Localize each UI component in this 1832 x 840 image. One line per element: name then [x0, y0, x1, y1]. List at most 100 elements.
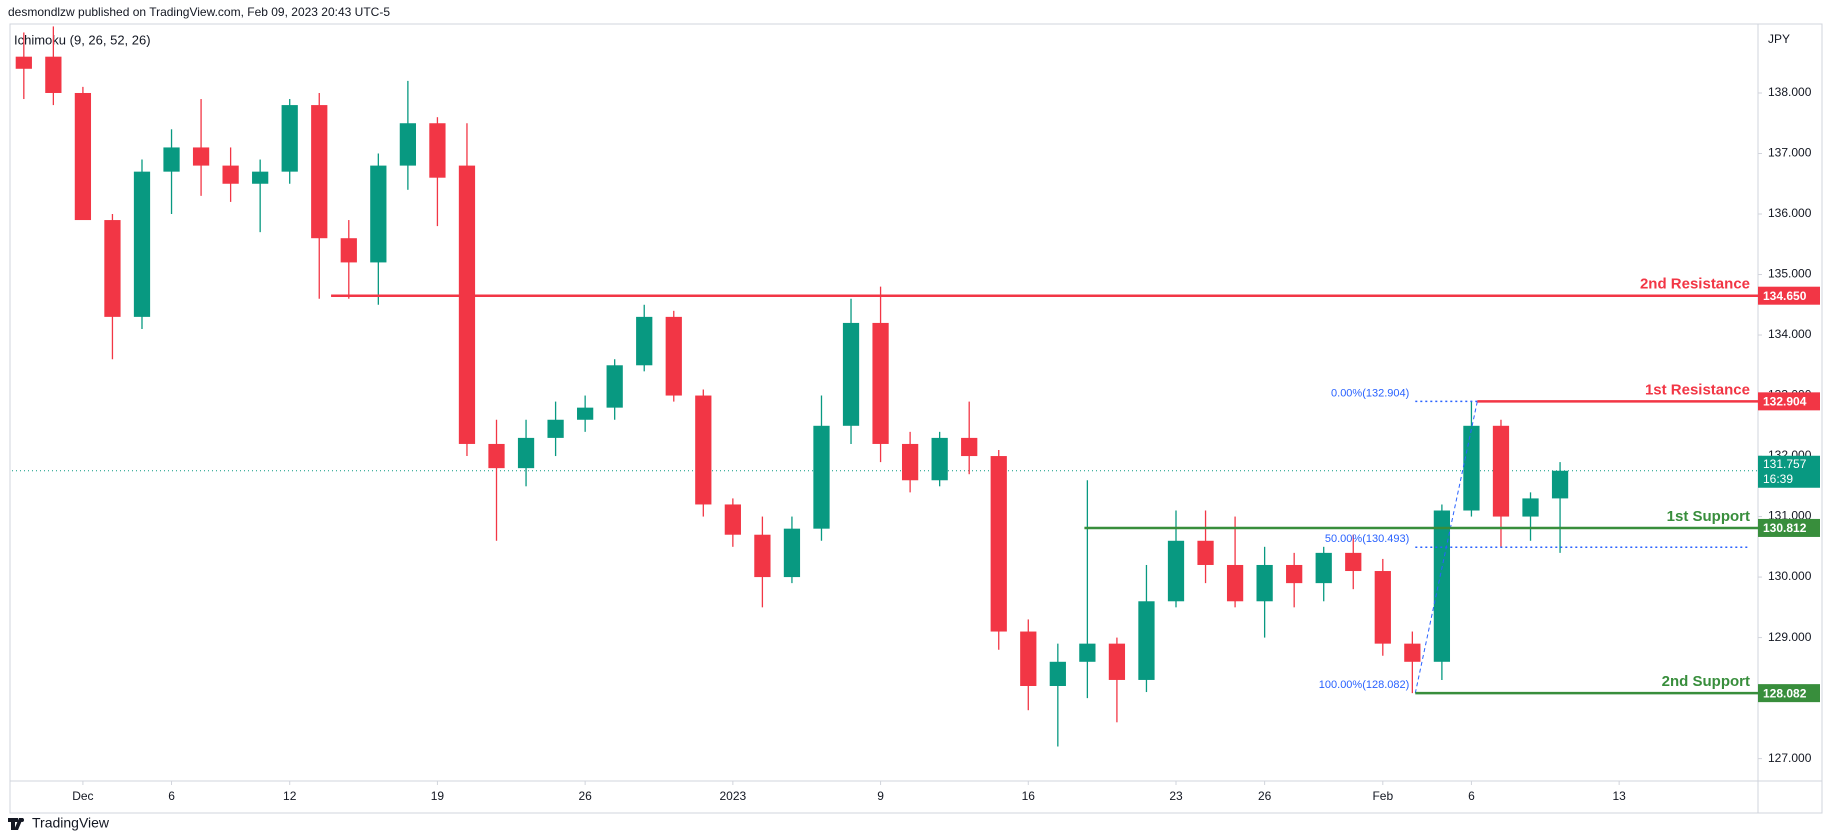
- level-tag: [1758, 518, 1820, 537]
- level-tag-label: 134.650: [1763, 289, 1807, 303]
- level-name: 1st Resistance: [1645, 381, 1750, 398]
- candle-body: [901, 443, 919, 481]
- candle-body: [1374, 571, 1391, 644]
- candle-body: [1551, 470, 1569, 499]
- candle-body: [724, 504, 741, 535]
- candle-body: [990, 456, 1007, 632]
- candle-body: [192, 147, 210, 166]
- candle-body: [370, 165, 387, 263]
- y-tick-label: 136.000: [1768, 206, 1812, 220]
- candle-body: [74, 92, 92, 221]
- fib-label: 100.00%(128.082): [1319, 679, 1410, 691]
- candle-body: [842, 322, 860, 426]
- chart-frame: [9, 23, 1823, 814]
- candle-body: [1433, 510, 1451, 662]
- currency: JPY: [1768, 32, 1790, 46]
- candle-body: [104, 220, 121, 317]
- x-tick-label: 6: [1468, 789, 1475, 803]
- x-tick-label: 23: [1169, 789, 1183, 803]
- candle-body: [45, 56, 62, 93]
- candle-body: [754, 534, 771, 578]
- candle-body: [1138, 601, 1155, 680]
- candle-body: [813, 425, 830, 529]
- y-tick-label: 138.000: [1768, 85, 1812, 99]
- y-tick-label: 134.000: [1768, 327, 1812, 341]
- candle-body: [961, 437, 978, 457]
- candle-body: [1315, 552, 1332, 584]
- last-price-tag: [1758, 455, 1820, 488]
- countdown: 16:39: [1763, 472, 1793, 486]
- candle-body: [1079, 643, 1096, 662]
- x-tick-label: 6: [168, 789, 175, 803]
- candle-body: [931, 437, 948, 481]
- x-tick-label: Feb: [1372, 789, 1393, 803]
- fib-label: 0.00%(132.904): [1331, 387, 1409, 399]
- candle-body: [1345, 552, 1362, 572]
- level-tag-label: 128.082: [1763, 686, 1807, 700]
- last-price-label: 131.757: [1763, 457, 1807, 471]
- candle-body: [429, 123, 446, 178]
- candle-body: [1404, 643, 1421, 662]
- candle-body: [1492, 425, 1510, 517]
- candle-body: [1256, 564, 1273, 602]
- level-tag: [1758, 684, 1820, 703]
- x-tick-label: 2023: [720, 789, 747, 803]
- fib-label: 50.00%(130.493): [1325, 533, 1409, 545]
- candle-body: [872, 322, 889, 444]
- x-tick-label: 19: [431, 789, 445, 803]
- candle-body: [1197, 540, 1214, 565]
- candle-body: [488, 443, 505, 469]
- y-tick-label: 127.000: [1768, 751, 1812, 765]
- x-tick-label: 13: [1612, 789, 1626, 803]
- candle-body: [311, 105, 328, 239]
- candle-body: [1463, 425, 1480, 511]
- candle-body: [517, 437, 535, 469]
- x-tick-label: 26: [1258, 789, 1272, 803]
- candle-body: [15, 56, 32, 69]
- candle-body: [547, 419, 564, 438]
- candle-body: [577, 407, 594, 420]
- level-name: 1st Support: [1667, 508, 1750, 525]
- candle-body: [1226, 564, 1244, 602]
- candle-body: [606, 365, 623, 408]
- y-tick-label: 129.000: [1768, 630, 1812, 644]
- x-tick-label: 26: [578, 789, 592, 803]
- candle-body: [1522, 498, 1539, 517]
- candle-body: [636, 316, 653, 366]
- x-tick-label: 12: [283, 789, 297, 803]
- candle-body: [1167, 540, 1185, 602]
- x-tick-label: Dec: [72, 789, 93, 803]
- level-name: 2nd Support: [1662, 673, 1750, 690]
- y-tick-label: 137.000: [1768, 146, 1812, 160]
- candle-body: [1108, 643, 1126, 680]
- candle-body: [163, 147, 180, 172]
- x-tick-label: 16: [1022, 789, 1036, 803]
- indicator-label: Ichimoku (9, 26, 52, 26): [14, 32, 151, 47]
- candle-body: [281, 105, 298, 172]
- tv-logo: [8, 818, 24, 830]
- candle-body: [695, 395, 712, 505]
- candle-body: [1286, 564, 1303, 584]
- footer-brand: TradingView: [32, 815, 110, 831]
- level-tag: [1758, 286, 1820, 305]
- y-tick-label: 135.000: [1768, 267, 1812, 281]
- level-tag-label: 132.904: [1763, 395, 1807, 409]
- candle-body: [133, 171, 151, 317]
- candle-body: [458, 165, 476, 444]
- candle-body: [665, 316, 682, 396]
- candle-body: [1049, 661, 1066, 686]
- level-name: 2nd Resistance: [1640, 276, 1750, 293]
- candle-body: [399, 123, 417, 166]
- level-tag-label: 130.812: [1763, 521, 1807, 535]
- candle-body: [340, 238, 357, 263]
- candle-body: [252, 171, 269, 184]
- header: desmondlzw published on TradingView.com,…: [8, 5, 390, 19]
- candle-body: [783, 528, 801, 578]
- candle-body: [1020, 631, 1037, 686]
- y-tick-label: 130.000: [1768, 569, 1812, 583]
- level-tag: [1758, 392, 1820, 411]
- candle-body: [222, 165, 239, 184]
- x-tick-label: 9: [877, 789, 884, 803]
